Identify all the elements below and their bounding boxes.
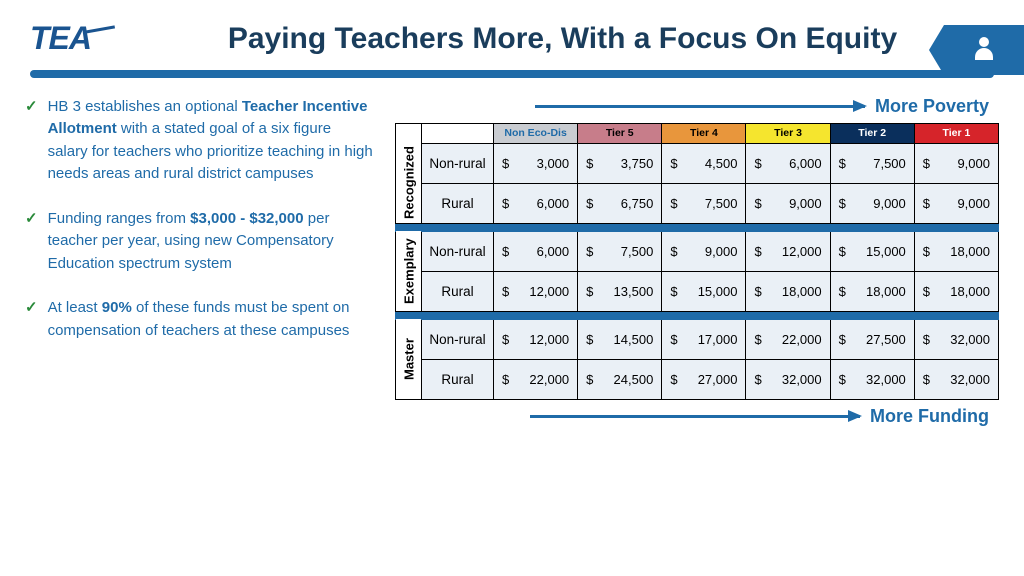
value-cell: $18,000: [914, 231, 998, 271]
bullet-item: ✓At least 90% of these funds must be spe…: [25, 297, 375, 342]
value-cell: $32,000: [746, 359, 830, 399]
group-label: Master: [396, 319, 422, 399]
arrow-right-icon: [530, 415, 860, 418]
value-cell: $14,500: [578, 319, 662, 359]
value-cell: $32,000: [914, 359, 998, 399]
value-cell: $7,500: [830, 143, 914, 183]
tier-header: Non Eco-Dis: [494, 123, 578, 143]
value-cell: $3,000: [494, 143, 578, 183]
value-cell: $15,000: [662, 271, 746, 311]
value-cell: $17,000: [662, 319, 746, 359]
bullet-text: HB 3 establishes an optional Teacher Inc…: [48, 96, 375, 186]
row-label: Non-rural: [422, 231, 494, 271]
check-icon: ✓: [25, 297, 38, 342]
tier-header: Tier 2: [830, 123, 914, 143]
tier-header: Tier 5: [578, 123, 662, 143]
page-title: Paying Teachers More, With a Focus On Eq…: [131, 20, 994, 58]
value-cell: $6,000: [494, 231, 578, 271]
value-cell: $9,000: [830, 183, 914, 223]
value-cell: $12,000: [494, 271, 578, 311]
value-cell: $6,750: [578, 183, 662, 223]
group-separator: [396, 223, 999, 231]
group-label: Exemplary: [396, 231, 422, 311]
value-cell: $18,000: [830, 271, 914, 311]
teacher-badge-icon: [944, 25, 1024, 75]
value-cell: $7,500: [662, 183, 746, 223]
row-label: Non-rural: [422, 319, 494, 359]
value-cell: $15,000: [830, 231, 914, 271]
value-cell: $9,000: [662, 231, 746, 271]
row-label: Rural: [422, 359, 494, 399]
value-cell: $13,500: [578, 271, 662, 311]
value-cell: $27,500: [830, 319, 914, 359]
check-icon: ✓: [25, 208, 38, 276]
row-label: Rural: [422, 271, 494, 311]
value-cell: $12,000: [494, 319, 578, 359]
value-cell: $3,750: [578, 143, 662, 183]
check-icon: ✓: [25, 96, 38, 186]
value-cell: $27,000: [662, 359, 746, 399]
value-cell: $9,000: [746, 183, 830, 223]
bullet-item: ✓Funding ranges from $3,000 - $32,000 pe…: [25, 208, 375, 276]
value-cell: $32,000: [830, 359, 914, 399]
value-cell: $9,000: [914, 183, 998, 223]
value-cell: $7,500: [578, 231, 662, 271]
bullet-list: ✓HB 3 establishes an optional Teacher In…: [25, 96, 375, 427]
row-label: Rural: [422, 183, 494, 223]
tier-header: Tier 4: [662, 123, 746, 143]
value-cell: $18,000: [746, 271, 830, 311]
group-separator: [396, 311, 999, 319]
funding-table: Non Eco-DisTier 5Tier 4Tier 3Tier 2Tier …: [395, 123, 999, 400]
value-cell: $6,000: [746, 143, 830, 183]
more-funding-label: More Funding: [870, 406, 989, 427]
tea-logo: TEA: [30, 20, 91, 57]
bullet-text: Funding ranges from $3,000 - $32,000 per…: [48, 208, 375, 276]
value-cell: $22,000: [746, 319, 830, 359]
value-cell: $12,000: [746, 231, 830, 271]
row-label: Non-rural: [422, 143, 494, 183]
bullet-text: At least 90% of these funds must be spen…: [48, 297, 375, 342]
value-cell: $22,000: [494, 359, 578, 399]
tier-header: Tier 3: [746, 123, 830, 143]
value-cell: $18,000: [914, 271, 998, 311]
bullet-item: ✓HB 3 establishes an optional Teacher In…: [25, 96, 375, 186]
value-cell: $9,000: [914, 143, 998, 183]
value-cell: $32,000: [914, 319, 998, 359]
group-label: Recognized: [396, 143, 422, 223]
value-cell: $24,500: [578, 359, 662, 399]
arrow-right-icon: [535, 105, 865, 108]
value-cell: $4,500: [662, 143, 746, 183]
tier-header: Tier 1: [914, 123, 998, 143]
more-poverty-label: More Poverty: [875, 96, 989, 117]
title-divider: [30, 70, 994, 78]
value-cell: $6,000: [494, 183, 578, 223]
